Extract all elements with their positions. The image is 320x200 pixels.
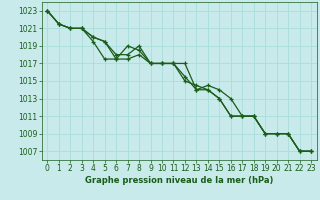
X-axis label: Graphe pression niveau de la mer (hPa): Graphe pression niveau de la mer (hPa) <box>85 176 273 185</box>
